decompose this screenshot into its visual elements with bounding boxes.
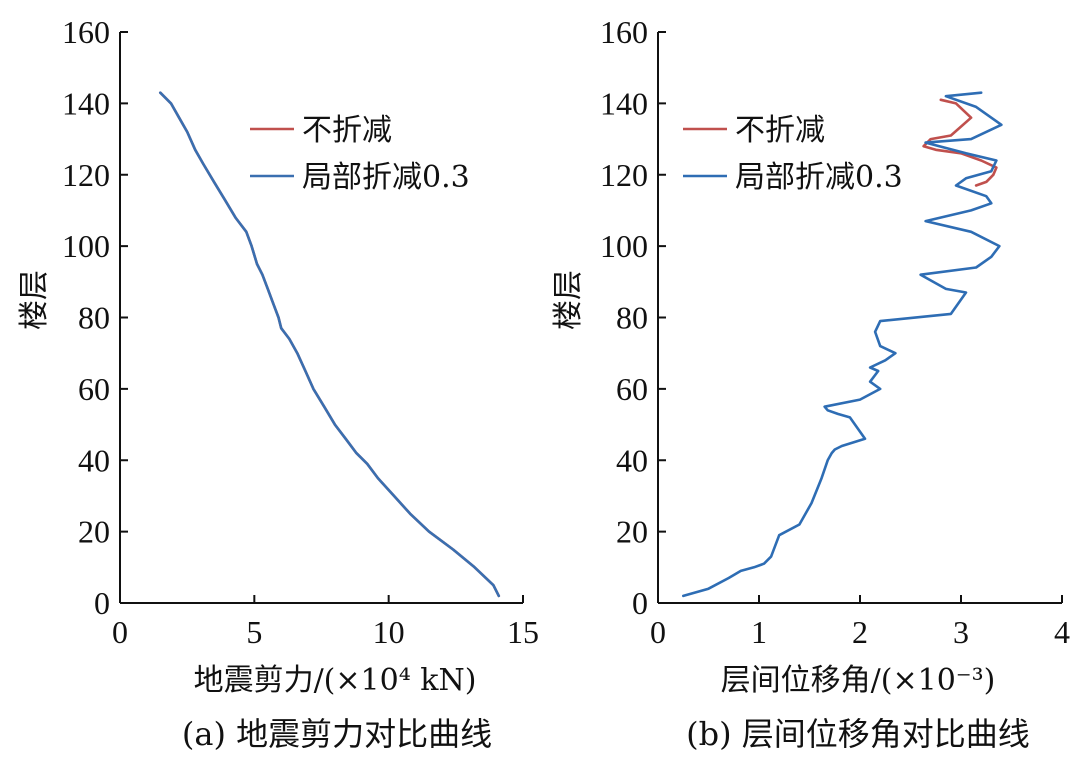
series-line-partial-reduction (682, 91, 1003, 598)
y-axis-label: 楼层 (551, 270, 586, 330)
y-tick-label: 0 (632, 585, 648, 621)
y-tick-label: 160 (600, 14, 648, 50)
y-tick-label: 60 (616, 371, 648, 407)
y-tick-label: 80 (78, 300, 110, 336)
y-tick-label: 20 (616, 514, 648, 550)
x-tick-label: 15 (507, 614, 539, 650)
x-axis-label: 地震剪力/(×10⁴ kN) (194, 663, 477, 698)
panel-b: 0 20 40 60 80 100 120 140 160 0 1 2 3 4 不折减 局部折减0.3 楼… (551, 14, 1070, 753)
legend-label-partial-reduction: 局部折减0.3 (735, 160, 903, 195)
y-tick-label: 80 (616, 300, 648, 336)
legend-label-no-reduction: 不折减 (735, 113, 825, 148)
y-tick-label: 40 (616, 442, 648, 478)
y-tick-label: 120 (600, 157, 648, 193)
x-tick-label: 0 (650, 614, 666, 650)
legend-label-no-reduction: 不折减 (302, 113, 392, 148)
x-tick-label: 4 (1054, 614, 1070, 650)
x-tick-label: 2 (852, 614, 868, 650)
x-tick-label: 5 (246, 614, 262, 650)
legend: 不折减 局部折减0.3 (250, 113, 470, 195)
y-tick-label: 100 (62, 228, 110, 264)
x-tick-label: 1 (751, 614, 767, 650)
series-line-no-reduction (922, 98, 998, 187)
x-tick-label: 3 (953, 614, 969, 650)
x-axis-label: 层间位移角/(×10⁻³) (721, 663, 996, 698)
y-tick-label: 140 (62, 85, 110, 121)
panel-caption: (a) 地震剪力对比曲线 (182, 715, 492, 753)
x-tick-label: 0 (112, 614, 128, 650)
y-tick-label: 120 (62, 157, 110, 193)
y-tick-label: 140 (600, 85, 648, 121)
panel-caption: (b) 层间位移角对比曲线 (686, 715, 1030, 753)
y-tick-label: 60 (78, 371, 110, 407)
series-line-partial-reduction (159, 91, 501, 598)
legend-label-partial-reduction: 局部折减0.3 (302, 160, 470, 195)
y-tick-label: 20 (78, 514, 110, 550)
y-tick-label: 40 (78, 442, 110, 478)
x-tick-label: 10 (373, 614, 405, 650)
y-tick-label: 0 (94, 585, 110, 621)
y-tick-label: 160 (62, 14, 110, 50)
y-tick-label: 100 (600, 228, 648, 264)
y-axis-label: 楼层 (17, 270, 52, 330)
legend: 不折减 局部折减0.3 (683, 113, 903, 195)
